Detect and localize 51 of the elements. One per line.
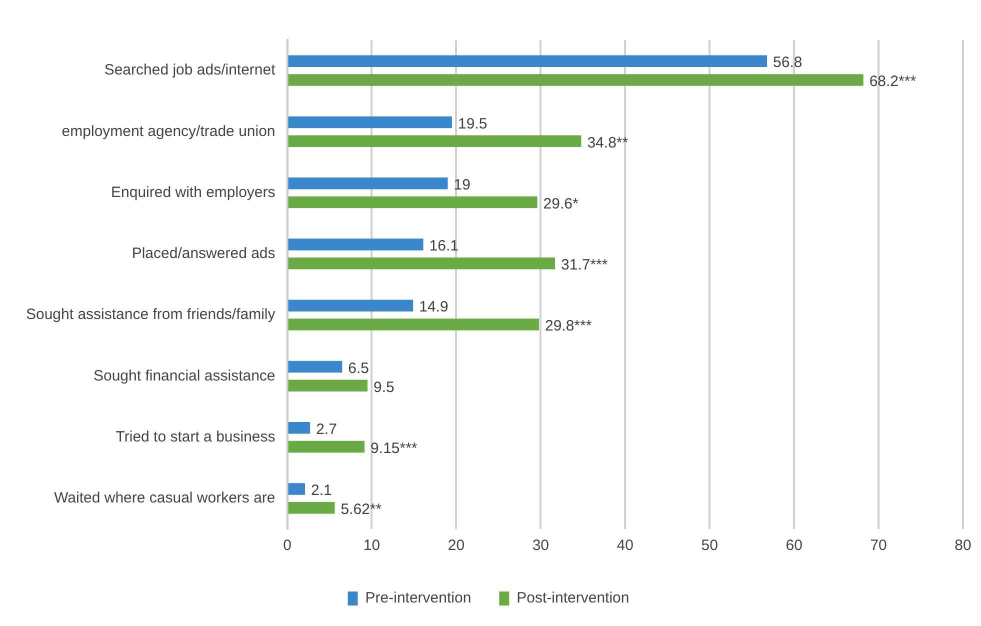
bar [288, 55, 768, 67]
bar [288, 177, 448, 190]
data-label: 29.6* [543, 195, 578, 212]
bar [288, 196, 538, 208]
x-tick-label: 0 [283, 537, 292, 554]
bar [288, 380, 368, 392]
x-tick-label: 30 [532, 537, 550, 554]
y-tick-label: Tried to start a business [116, 428, 276, 446]
data-label: 2.1 [311, 482, 332, 500]
bar [288, 502, 335, 514]
data-label: 31.7*** [561, 256, 608, 274]
x-tick-label: 60 [786, 537, 802, 554]
data-label: 19.5 [458, 115, 488, 132]
bar [288, 360, 342, 373]
bar [288, 318, 539, 330]
data-label: 19 [454, 176, 470, 194]
data-label: 9.5 [374, 378, 394, 396]
data-label: 34.8** [587, 134, 628, 152]
x-tick-label: 20 [448, 537, 465, 554]
data-label: 6.5 [348, 360, 370, 377]
bar [288, 74, 864, 86]
data-label: 5.62** [340, 501, 382, 518]
data-label: 56.8 [773, 54, 802, 72]
y-tick-label: Searched job ads/internet [104, 62, 276, 79]
bar [288, 422, 310, 434]
data-label: 68.2*** [869, 73, 916, 90]
legend-label: Pre-intervention [365, 590, 472, 607]
data-label: 16.1 [429, 238, 458, 255]
bar [288, 300, 414, 312]
y-tick-label: Sought financial assistance [93, 367, 276, 384]
y-tick-label: Waited where casual workers are [54, 490, 276, 507]
legend-label: Post-intervention [516, 590, 630, 607]
y-tick-label: Sought assistance from friends/family [26, 306, 276, 324]
data-label: 14.9 [419, 298, 448, 316]
y-tick-label: Enquired with employers [111, 184, 276, 201]
y-tick-label: employment agency/trade union [62, 122, 276, 140]
bar [288, 238, 424, 250]
data-label: 9.15*** [370, 440, 418, 457]
bar [288, 116, 452, 128]
y-tick-label: Placed/answered ads [132, 245, 276, 262]
x-tick-label: 10 [363, 537, 380, 554]
data-label: 29.8*** [544, 318, 592, 335]
bar [288, 483, 306, 495]
bar [288, 258, 556, 270]
x-tick-label: 80 [954, 537, 972, 554]
data-label: 2.7 [316, 420, 337, 438]
bar [288, 135, 582, 148]
x-tick-label: 70 [870, 537, 887, 554]
bar [288, 440, 365, 453]
x-tick-label: 40 [616, 537, 634, 554]
x-tick-label: 50 [701, 537, 718, 554]
